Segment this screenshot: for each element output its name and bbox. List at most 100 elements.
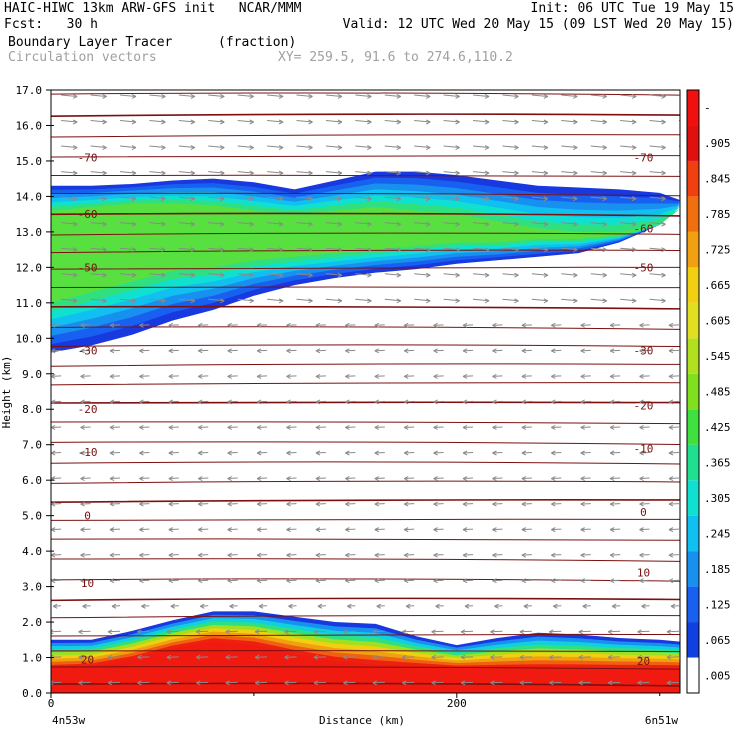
vector-head [107,680,113,686]
vector-shaft [463,579,474,582]
vector-shaft [119,196,137,200]
vector-shaft [435,605,444,607]
y-tick-label: 1.0 [22,652,42,665]
vector-head [580,373,585,379]
upper-tracer-core [51,203,680,303]
vector-head [200,603,205,609]
vector-shaft [580,477,591,480]
vector-shaft [80,452,91,454]
vector-head [258,603,264,609]
vector-head [161,170,166,176]
vector-shaft [490,630,503,633]
vector-head [198,450,203,456]
vector-shaft [168,349,179,352]
vector-head [492,425,497,430]
vector-shaft [325,298,342,302]
vector-head [256,348,262,354]
vector-head [227,501,232,507]
vector-head [107,654,113,660]
vector-shaft [374,528,385,531]
vector-shaft [374,477,385,480]
vector-shaft [649,120,666,123]
vector-head [72,170,78,176]
vector-head [573,170,578,176]
vector-head [551,476,556,481]
vector-head [668,373,674,379]
colorbar-swatch [687,125,699,161]
vector-head [109,450,115,456]
vector-head [137,654,142,660]
vector-head [227,527,232,533]
vector-head [343,654,348,660]
vector-shaft [406,605,415,607]
vector-shaft [107,656,121,658]
vector-shaft [443,94,460,97]
vector-head [78,654,83,660]
vector-shaft [639,324,650,326]
vector-head [372,680,377,686]
vector-head [137,680,142,686]
vector-head [109,399,115,405]
vector-shaft [267,145,284,149]
vector-shaft [404,554,415,556]
vector-head [433,322,438,328]
vector-shaft [578,681,591,684]
vector-head [543,170,549,176]
vector-shaft [227,324,238,326]
vector-shaft [461,630,474,633]
vector-head [514,298,519,304]
vector-head [196,654,201,660]
vector-shaft [472,298,490,302]
vector-shaft [649,222,666,225]
vector-head [433,348,438,354]
vector-head [609,476,615,481]
vector-shaft [551,400,562,403]
vector-shaft [465,605,474,607]
vector-shaft [443,222,460,225]
vector-head [521,552,527,558]
vector-head [607,654,613,660]
vector-shaft [590,145,607,149]
vector-head [580,552,585,558]
vector-head [433,552,438,558]
isotherm-line [51,344,680,348]
vector-head [131,119,137,125]
vector-head [551,373,556,379]
vector-shaft [521,375,532,377]
vector-head [514,221,519,227]
vector-head [492,476,497,481]
isotherm-line [51,441,680,446]
vector-head [51,399,56,405]
vector-shaft [492,400,503,403]
vector-head [161,221,166,227]
vector-head [190,247,196,253]
vector-shaft [531,222,548,225]
vector-head [573,119,578,125]
vector-head [166,629,172,635]
vector-head [433,450,438,456]
vector-shaft [149,120,166,123]
vector-shaft [286,503,297,505]
vector-shaft [431,656,444,658]
vector-head [549,680,554,686]
vector-shaft [166,656,179,658]
vector-head [396,170,401,176]
vector-head [455,145,460,150]
vector-head [666,680,672,686]
vector-head [551,322,556,328]
vector-head [639,552,644,558]
vector-shaft [374,324,385,326]
vector-head [462,399,468,405]
vector-head [602,145,607,150]
vector-shaft [61,171,78,174]
vector-shaft [668,452,680,454]
vector-head [168,527,174,533]
vector-head [425,298,431,304]
vector-head [639,322,644,328]
isotherm-line [51,174,680,177]
colorbar-swatch [687,373,699,410]
vector-shaft [109,452,121,454]
vector-shaft [433,400,444,403]
colorbar-swatch [687,160,699,197]
vector-head [462,552,468,558]
